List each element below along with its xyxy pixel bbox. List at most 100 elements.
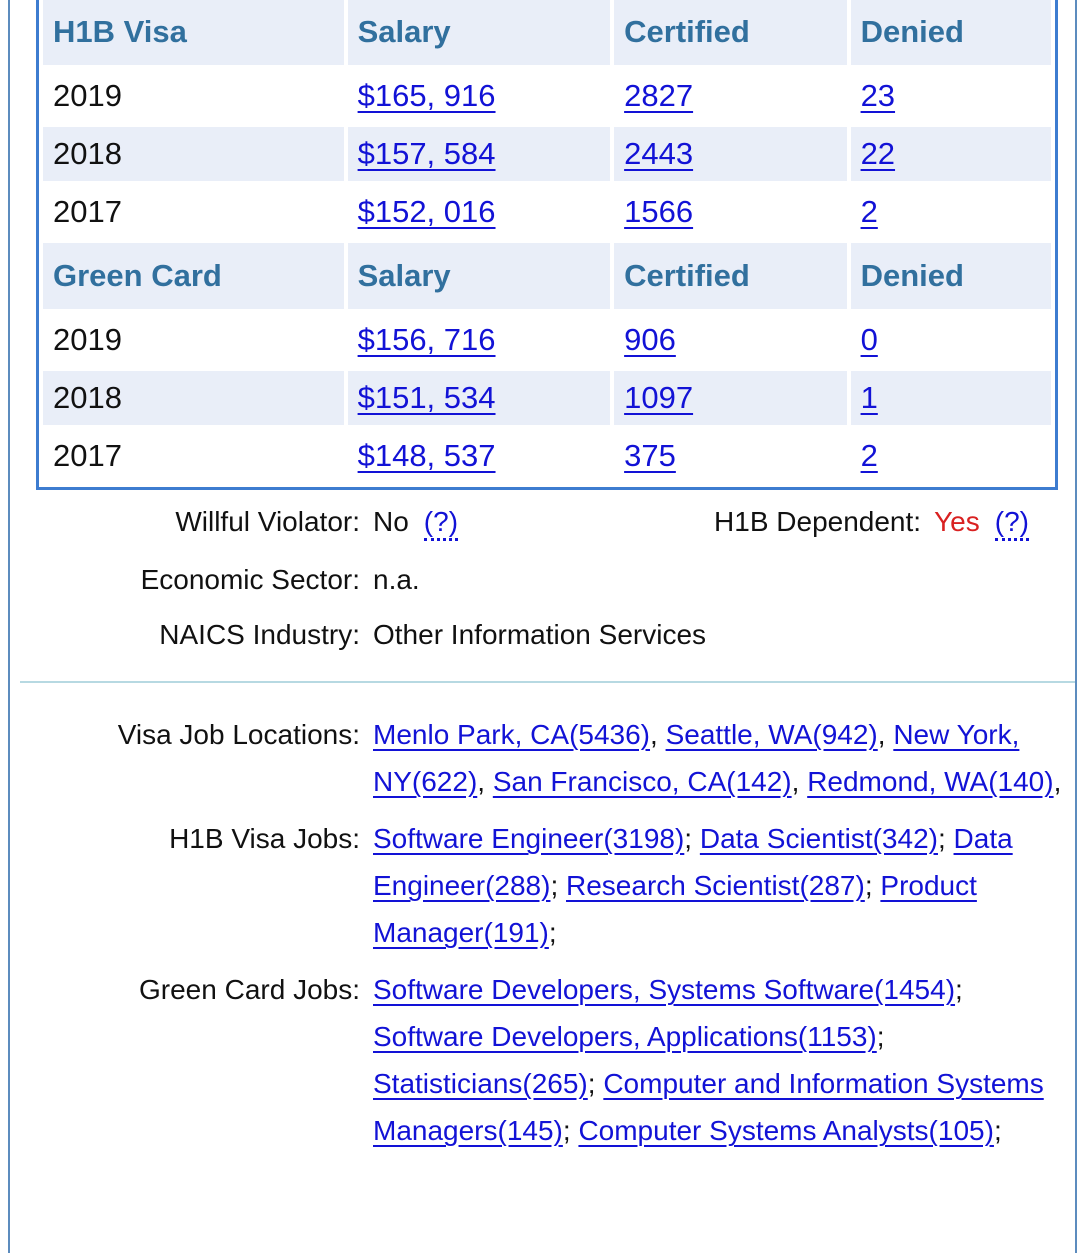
- naics-industry-value: Other Information Services: [373, 619, 707, 650]
- denied-cell: 23: [850, 69, 1051, 123]
- salary-link[interactable]: $152, 016: [357, 194, 496, 229]
- job-link[interactable]: Software Developers, Systems Software(14…: [373, 974, 956, 1005]
- year-cell: 2018: [43, 127, 344, 181]
- certified-link[interactable]: 1097: [624, 380, 694, 415]
- column-header: Certified: [614, 243, 847, 309]
- job-link[interactable]: Software Developers, Applications(1153): [373, 1021, 877, 1052]
- column-header: Certified: [614, 0, 847, 65]
- certified-link[interactable]: 2827: [624, 78, 694, 113]
- separator: ,: [650, 719, 666, 750]
- column-header: Salary: [347, 0, 611, 65]
- certified-link[interactable]: 906: [624, 322, 676, 357]
- salary-link[interactable]: $165, 916: [357, 78, 496, 113]
- visa-job-locations-links: Menlo Park, CA(5436), Seattle, WA(942), …: [373, 711, 1073, 805]
- certified-cell: 2827: [614, 69, 847, 123]
- job-link[interactable]: Computer and Information Systems Manager…: [373, 1068, 1044, 1146]
- job-link[interactable]: Computer Systems Analysts(105): [578, 1115, 994, 1146]
- year-cell: 2017: [43, 185, 344, 239]
- salary-cell: $165, 916: [347, 69, 611, 123]
- table-row: 2017 $152, 016 1566 2: [43, 185, 1051, 239]
- separator: ,: [877, 719, 894, 750]
- green-card-jobs-block: Green Card Jobs: Software Developers, Sy…: [10, 966, 1075, 1154]
- salary-link[interactable]: $156, 716: [357, 322, 496, 357]
- section-title: Green Card: [43, 243, 344, 309]
- willful-violator-label: Willful Violator:: [175, 506, 360, 537]
- certified-link[interactable]: 375: [624, 438, 676, 473]
- certified-link[interactable]: 1566: [624, 194, 694, 229]
- certified-cell: 1566: [614, 185, 847, 239]
- section-title: H1B Visa: [43, 0, 344, 65]
- job-link[interactable]: Data Engineer(288): [373, 823, 1013, 901]
- salary-cell: $151, 534: [347, 371, 611, 425]
- separator: ,: [1053, 766, 1062, 797]
- denied-link[interactable]: 23: [860, 78, 896, 113]
- denied-cell: 22: [850, 127, 1051, 181]
- visa-stats-table: H1B Visa Salary Certified Denied 2019 $165, 9…: [36, 0, 1058, 490]
- certified-cell: 1097: [614, 371, 847, 425]
- denied-link[interactable]: 0: [860, 322, 878, 357]
- separator: ;: [864, 870, 881, 901]
- willful-violator-value: No: [373, 506, 409, 537]
- content-frame: H1B Visa Salary Certified Denied 2019 $165, 9…: [8, 0, 1077, 1253]
- h1b-dependent-help-link[interactable]: (?): [994, 506, 1029, 541]
- table-header-row: Green Card Salary Certified Denied: [43, 243, 1051, 309]
- job-link[interactable]: Menlo Park, CA(5436): [373, 719, 651, 750]
- denied-link[interactable]: 2: [860, 194, 878, 229]
- denied-cell: 1: [850, 371, 1051, 425]
- separator: ;: [548, 917, 557, 948]
- salary-cell: $157, 584: [347, 127, 611, 181]
- denied-cell: 0: [850, 313, 1051, 367]
- column-header: Salary: [347, 243, 611, 309]
- section-divider: [20, 681, 1075, 683]
- salary-cell: $156, 716: [347, 313, 611, 367]
- naics-industry-label: NAICS Industry:: [159, 619, 360, 650]
- naics-industry-row: NAICS Industry: Other Information Servic…: [10, 619, 1075, 651]
- denied-link[interactable]: 22: [860, 136, 896, 171]
- job-link[interactable]: Data Scientist(342): [699, 823, 938, 854]
- certified-cell: 2443: [614, 127, 847, 181]
- salary-cell: $152, 016: [347, 185, 611, 239]
- table-row: 2018 $157, 584 2443 22: [43, 127, 1051, 181]
- job-link[interactable]: Seattle, WA(942): [665, 719, 878, 750]
- separator: ;: [876, 1021, 885, 1052]
- separator: ;: [993, 1115, 1002, 1146]
- job-link-sections: Visa Job Locations: Menlo Park, CA(5436)…: [10, 711, 1075, 1154]
- separator: ;: [937, 823, 954, 854]
- column-header: Denied: [850, 0, 1051, 65]
- year-cell: 2019: [43, 313, 344, 367]
- willful-violator-help-link[interactable]: (?): [423, 506, 459, 541]
- salary-link[interactable]: $151, 534: [357, 380, 496, 415]
- h1b-visa-jobs-links: Software Engineer(3198); Data Scientist(…: [373, 815, 1073, 956]
- denied-link[interactable]: 1: [860, 380, 878, 415]
- table-row: 2019 $165, 916 2827 23: [43, 69, 1051, 123]
- separator: ,: [791, 766, 808, 797]
- salary-link[interactable]: $148, 537: [357, 438, 496, 473]
- table-row: 2019 $156, 716 906 0: [43, 313, 1051, 367]
- company-flags: Willful Violator: No (?) H1B Dependent: …: [10, 506, 1075, 651]
- economic-sector-label: Economic Sector:: [140, 564, 360, 595]
- job-link[interactable]: Statisticians(265): [373, 1068, 588, 1099]
- separator: ;: [684, 823, 700, 854]
- green-card-jobs-label: Green Card Jobs:: [139, 974, 360, 1005]
- table-row: 2017 $148, 537 375 2: [43, 429, 1051, 483]
- flags-row: Willful Violator: No (?) H1B Dependent: …: [10, 506, 1075, 541]
- certified-link[interactable]: 2443: [624, 136, 694, 171]
- job-link[interactable]: Research Scientist(287): [566, 870, 865, 901]
- separator: ,: [477, 766, 493, 797]
- salary-link[interactable]: $157, 584: [357, 136, 496, 171]
- job-link[interactable]: Product Manager(191): [373, 870, 977, 948]
- job-link[interactable]: Software Engineer(3198): [373, 823, 685, 854]
- h1b-dependent-pair: H1B Dependent: Yes (?): [714, 506, 1029, 541]
- denied-cell: 2: [850, 185, 1051, 239]
- job-link[interactable]: San Francisco, CA(142): [492, 766, 792, 797]
- table-row: 2018 $151, 534 1097 1: [43, 371, 1051, 425]
- job-link[interactable]: Redmond, WA(140): [807, 766, 1054, 797]
- separator: ;: [562, 1115, 579, 1146]
- certified-cell: 906: [614, 313, 847, 367]
- h1b-visa-jobs-block: H1B Visa Jobs: Software Engineer(3198); …: [10, 815, 1075, 956]
- year-cell: 2019: [43, 69, 344, 123]
- denied-link[interactable]: 2: [860, 438, 878, 473]
- job-link[interactable]: New York, NY(622): [373, 719, 1020, 797]
- visa-job-locations-block: Visa Job Locations: Menlo Park, CA(5436)…: [10, 711, 1075, 805]
- certified-cell: 375: [614, 429, 847, 483]
